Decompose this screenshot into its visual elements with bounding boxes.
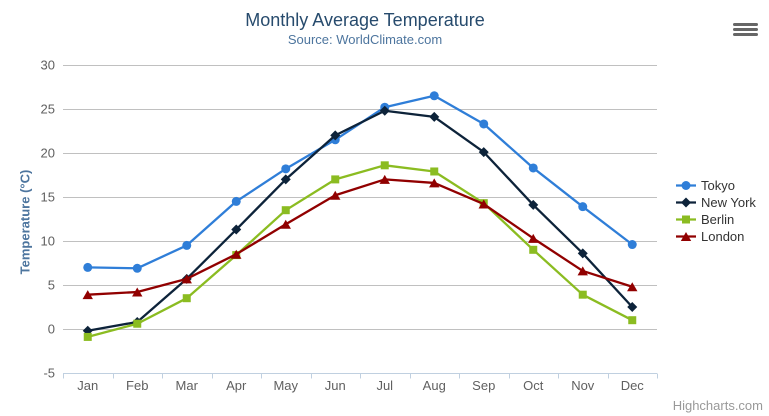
hamburger-icon xyxy=(732,22,758,36)
legend-label-new-york: New York xyxy=(701,195,756,210)
legend-label-berlin: Berlin xyxy=(701,212,735,227)
legend-symbol-triangle-icon xyxy=(676,232,696,241)
point-berlin-feb[interactable] xyxy=(133,319,142,328)
legend-marker-berlin[interactable] xyxy=(682,215,690,224)
legend-marker-tokyo[interactable] xyxy=(681,181,691,190)
point-london-aug[interactable] xyxy=(429,178,440,188)
x-axis-label-dec: Dec xyxy=(621,378,645,393)
x-axis-label-sep: Sep xyxy=(472,378,495,393)
y-axis-label-5: 5 xyxy=(48,278,55,293)
point-berlin-jul[interactable] xyxy=(380,161,389,170)
legend-symbol-circle-icon xyxy=(676,181,696,190)
point-london-dec[interactable] xyxy=(627,282,638,292)
x-axis-label-aug: Aug xyxy=(423,378,446,393)
point-new-york-oct[interactable] xyxy=(528,199,539,210)
series-line-london xyxy=(86,178,634,296)
x-axis-label-jun: Jun xyxy=(325,378,346,393)
legend-marker-london[interactable] xyxy=(680,232,692,241)
x-axis-label-nov: Nov xyxy=(571,378,595,393)
point-berlin-mar[interactable] xyxy=(182,294,191,303)
point-london-sep[interactable] xyxy=(478,199,489,209)
point-london-feb[interactable] xyxy=(132,287,143,297)
legend-label-tokyo: Tokyo xyxy=(701,178,735,193)
y-axis-label-25: 25 xyxy=(41,102,55,117)
point-berlin-jan[interactable] xyxy=(83,332,92,341)
y-axis-label-0: 0 xyxy=(48,322,55,337)
legend-label-london: London xyxy=(701,229,745,244)
point-berlin-may[interactable] xyxy=(281,206,290,215)
export-menu-button[interactable] xyxy=(728,17,762,43)
point-tokyo-nov[interactable] xyxy=(578,202,588,212)
legend-symbol-diamond-icon xyxy=(676,197,696,208)
point-berlin-jun[interactable] xyxy=(331,175,340,184)
legend: Tokyo New York Berlin London xyxy=(676,177,756,245)
point-tokyo-sep[interactable] xyxy=(479,119,489,129)
x-axis-label-jan: Jan xyxy=(77,378,98,393)
point-new-york-sep[interactable] xyxy=(478,147,489,158)
point-tokyo-aug[interactable] xyxy=(429,91,439,101)
point-tokyo-dec[interactable] xyxy=(627,240,637,250)
point-tokyo-oct[interactable] xyxy=(528,163,538,173)
point-new-york-apr[interactable] xyxy=(231,224,242,235)
point-london-jul[interactable] xyxy=(379,174,390,184)
series-line-tokyo xyxy=(86,94,634,270)
credits-link[interactable]: Highcharts.com xyxy=(672,398,763,413)
point-london-jan[interactable] xyxy=(82,290,93,300)
point-berlin-oct[interactable] xyxy=(529,245,538,254)
legend-symbol-square-icon xyxy=(676,215,696,224)
x-axis-label-mar: Mar xyxy=(176,378,199,393)
y-axis-label-20: 20 xyxy=(41,146,55,161)
chart-subtitle: Source: WorldClimate.com xyxy=(287,32,443,47)
point-tokyo-apr[interactable] xyxy=(231,196,241,206)
legend-marker-new-york[interactable] xyxy=(681,197,691,208)
point-london-mar[interactable] xyxy=(181,274,192,284)
series-line-berlin xyxy=(86,164,634,339)
x-axis-label-may: May xyxy=(273,378,298,393)
series-line-new-york xyxy=(86,109,634,332)
chart-title: Monthly Average Temperature xyxy=(245,10,485,30)
y-axis-label--5: -5 xyxy=(43,366,55,381)
point-tokyo-feb[interactable] xyxy=(132,263,142,273)
x-axis-label-jul: Jul xyxy=(376,378,393,393)
point-london-nov[interactable] xyxy=(577,266,588,276)
point-tokyo-jan[interactable] xyxy=(83,262,93,272)
x-axis-label-apr: Apr xyxy=(226,378,247,393)
point-berlin-dec[interactable] xyxy=(628,316,637,325)
legend-item-new-york[interactable]: New York xyxy=(676,194,756,211)
x-axis-label-feb: Feb xyxy=(126,378,148,393)
point-london-oct[interactable] xyxy=(528,233,539,243)
point-new-york-dec[interactable] xyxy=(627,302,638,312)
point-new-york-jun[interactable] xyxy=(330,130,341,141)
point-london-may[interactable] xyxy=(280,219,291,229)
point-berlin-nov[interactable] xyxy=(578,290,587,299)
point-new-york-jul[interactable] xyxy=(379,105,390,116)
point-tokyo-mar[interactable] xyxy=(182,240,192,250)
legend-item-tokyo[interactable]: Tokyo xyxy=(676,177,756,194)
y-axis-label-10: 10 xyxy=(41,234,55,249)
point-tokyo-may[interactable] xyxy=(281,164,291,174)
point-new-york-may[interactable] xyxy=(280,174,291,185)
legend-item-berlin[interactable]: Berlin xyxy=(676,211,756,228)
point-new-york-nov[interactable] xyxy=(577,248,588,259)
y-axis-label-15: 15 xyxy=(41,190,55,205)
point-london-jun[interactable] xyxy=(330,190,341,200)
legend-item-london[interactable]: London xyxy=(676,228,756,245)
x-axis-label-oct: Oct xyxy=(523,378,544,393)
point-new-york-aug[interactable] xyxy=(429,111,440,122)
y-axis-label-30: 30 xyxy=(41,58,55,73)
point-london-apr[interactable] xyxy=(231,249,242,259)
point-berlin-aug[interactable] xyxy=(430,167,439,176)
